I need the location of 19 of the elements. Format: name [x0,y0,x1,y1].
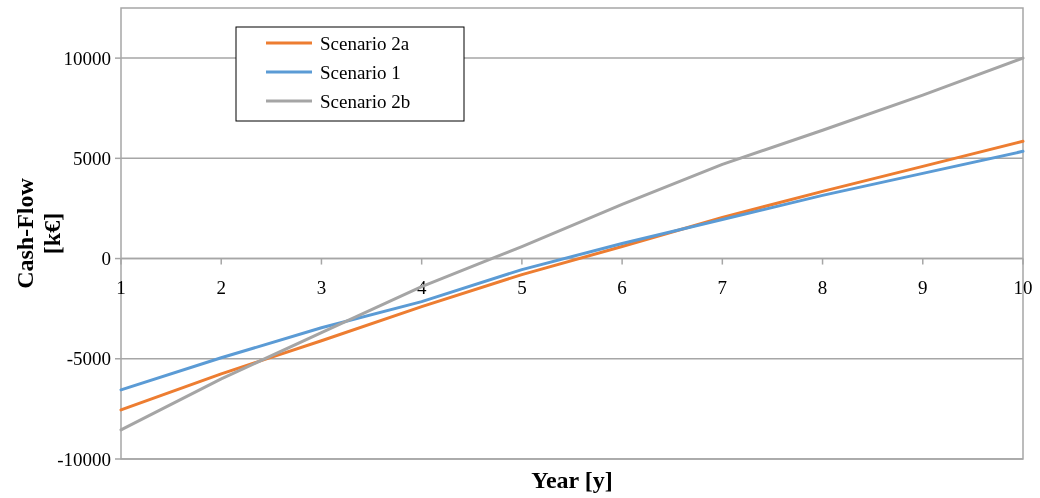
x-tick-label: 6 [617,276,627,298]
x-tick-label: 3 [316,276,327,298]
x-tick-label: 10 [1013,276,1033,298]
x-tick-label: 1 [116,276,126,298]
x-tick-label: 9 [918,276,928,298]
legend-label: Scenario 2a [320,32,410,54]
y-tick-label: -5000 [66,348,111,370]
x-tick-label: 5 [517,276,527,298]
x-tick-label: 7 [717,276,728,298]
y-tick-label: 0 [101,248,111,270]
x-tick-label: 2 [216,276,226,298]
x-axis-title: Year [y] [531,467,613,493]
y-tick-label: -10000 [57,448,111,470]
y-tick-label: 5000 [73,147,111,169]
y-tick-label: 10000 [63,47,111,69]
x-tick-label: 8 [817,276,828,298]
y-axis-title: Cash-Flow [k€] [12,177,65,289]
legend-label: Scenario 2b [320,90,411,112]
legend-label: Scenario 1 [320,61,401,83]
